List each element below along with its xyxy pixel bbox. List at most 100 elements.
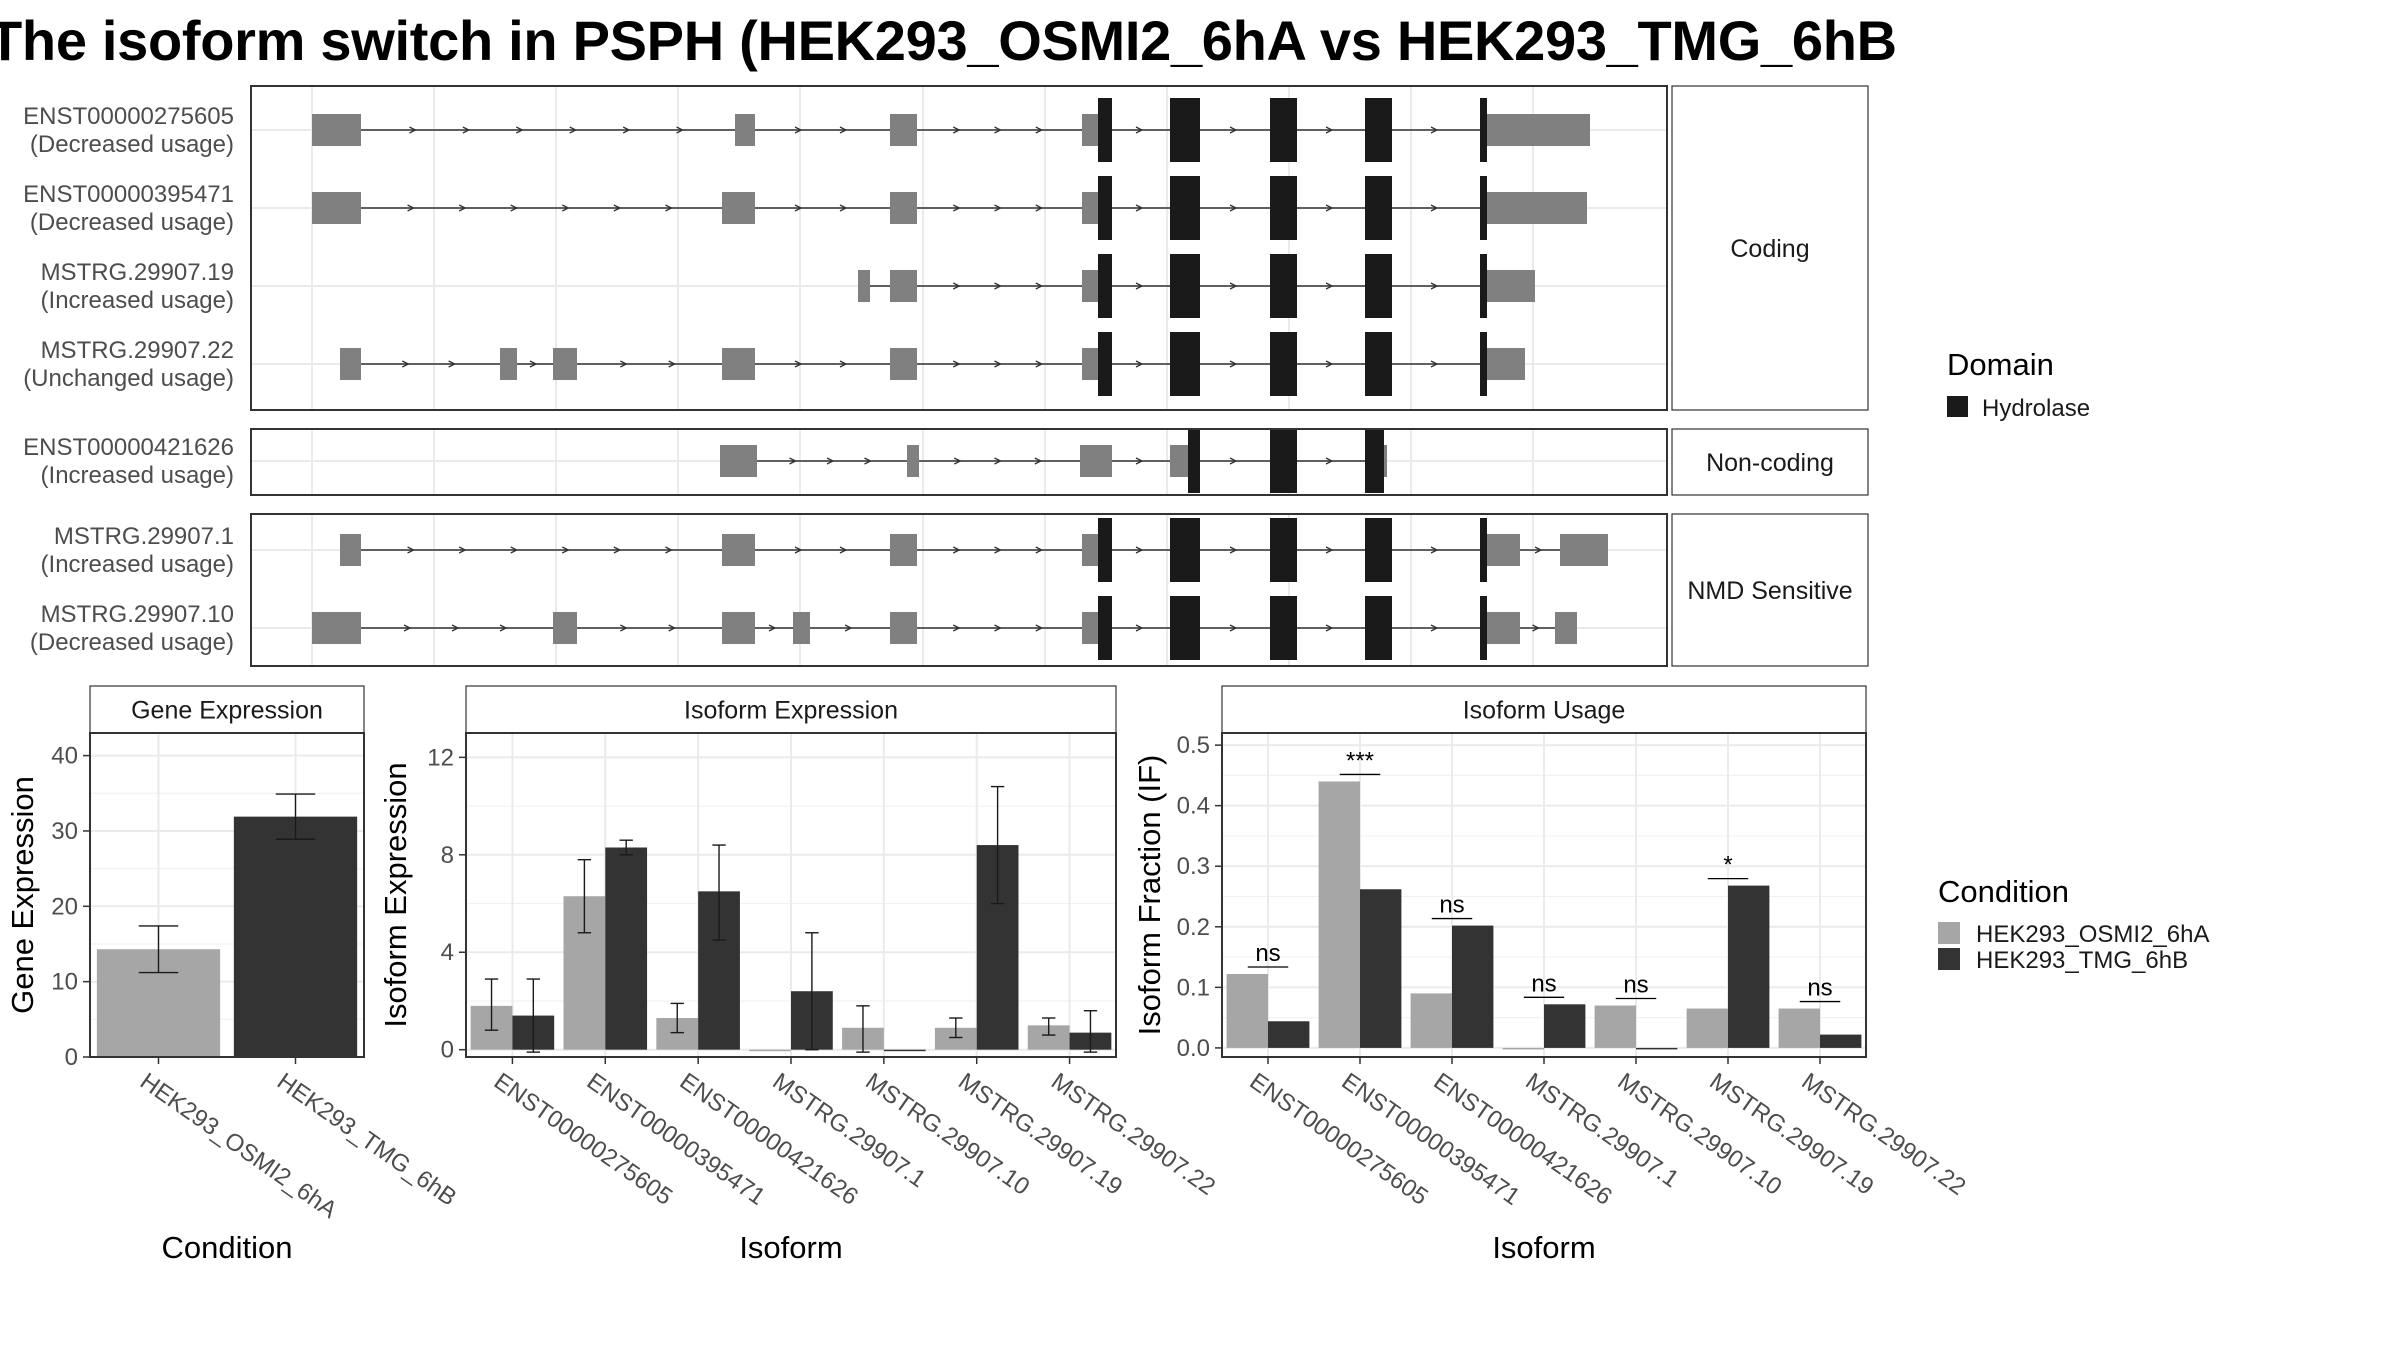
intron-arrow [458,204,467,212]
transcript-id-label: MSTRG.29907.1 [54,523,234,550]
transcript-id-label: ENST00000395471 [23,181,234,208]
exon [1082,114,1100,146]
hydrolase-domain [1170,332,1200,396]
y-tick-label: 8 [441,842,454,869]
intron-arrow [462,126,471,134]
intron-arrow [839,204,848,212]
condition-legend-key [1938,948,1960,970]
bar [1820,1034,1862,1048]
intron-arrow [458,546,467,554]
intron-arrow [839,546,848,554]
intron-arrow [794,204,803,212]
exon [890,114,917,146]
y-axis-title: Isoform Fraction (IF) [1132,755,1167,1036]
intron-arrow [1430,204,1439,212]
intron-arrow [569,126,578,134]
hydrolase-domain [1098,518,1112,582]
exon [722,192,755,224]
transcript-usage-label: (Increased usage) [41,287,234,314]
intron-arrow [620,360,628,368]
intron-arrow [1430,360,1439,368]
y-tick-label: 0.0 [1177,1035,1210,1062]
domain-legend-title: Domain [1947,347,2054,382]
intron-arrow [620,624,628,632]
structure-panel-bg [251,86,1667,410]
intron-arrow [1035,624,1044,632]
transcript-usage-label: (Decreased usage) [30,209,234,236]
condition-legend-label: HEK293_TMG_6hB [1976,947,2188,974]
x-tick-label: MSTRG.29907.1 [1521,1068,1684,1193]
intron-arrow [826,457,835,465]
hydrolase-domain [1365,254,1392,318]
intron-arrow [1135,126,1144,134]
transcript-usage-label: (Increased usage) [41,551,234,578]
transcript-id-label: MSTRG.29907.10 [41,601,234,628]
bar [1686,1008,1728,1048]
intron-arrow [864,457,872,465]
significance-label: ns [1623,972,1648,999]
y-tick-label: 0.1 [1177,974,1210,1001]
hydrolase-domain [1480,98,1487,162]
bar [605,847,648,1050]
hydrolase-domain [1170,176,1200,240]
bar [1594,1005,1636,1048]
intron-arrow [1135,457,1144,465]
bar [1318,781,1360,1048]
intron-arrow [1229,457,1238,465]
intron-arrow [665,546,673,554]
exon [720,445,757,477]
exon [312,192,361,224]
x-axis-title: Isoform [1492,1230,1595,1265]
transcript-row-MSTRG.29907.10: MSTRG.29907.10(Decreased usage) [30,596,1577,660]
exon [735,114,755,146]
group-0-strip-label: Coding [1730,235,1809,263]
transcript-usage-label: (Decreased usage) [30,131,234,158]
exon [1080,445,1112,477]
x-tick-label: MSTRG.29907.22 [1046,1068,1220,1201]
intron-arrow [844,624,853,632]
hydrolase-domain [1098,176,1112,240]
transcript-usage-label: (Increased usage) [41,462,234,489]
y-axis-title: Gene Expression [5,776,40,1014]
transcript-row-MSTRG.29907.22: MSTRG.29907.22(Unchanged usage) [23,332,1525,396]
intron-arrow [789,457,797,465]
exon [1082,534,1100,566]
chart-title-strip-label: Isoform Expression [684,697,898,725]
group-0-strip [1671,85,1869,411]
exon [1560,534,1608,566]
intron-arrow [994,282,1002,290]
intron-arrow [1229,204,1238,212]
chart-title-strip-label: Gene Expression [131,697,323,725]
group-1-strip-label: Non-coding [1706,449,1834,477]
intron-arrow [994,546,1002,554]
exon [500,348,517,380]
exon [858,270,870,302]
intron-arrow [676,126,685,134]
hydrolase-domain [1480,332,1487,396]
intron-arrow [561,546,570,554]
intron-arrow [1532,624,1540,632]
intron-arrow [839,360,848,368]
hydrolase-domain [1270,596,1297,660]
intron-arrow [1229,126,1238,134]
intron-arrow [510,546,519,554]
intron-arrow [1035,126,1044,134]
hydrolase-domain [1170,596,1200,660]
hydrolase-domain [1270,429,1297,493]
y-tick-label: 30 [51,818,78,845]
y-tick-label: 40 [51,743,78,770]
structure-panel-border [250,428,1668,496]
x-tick-label: MSTRG.29907.22 [1797,1068,1971,1201]
hydrolase-domain [1170,518,1200,582]
x-axis-title: Condition [162,1230,293,1265]
intron-arrow [1534,546,1543,554]
intron-arrow [1325,546,1334,554]
exon [1480,270,1535,302]
transcript-id-label: ENST00000421626 [23,434,234,461]
exon [1480,114,1590,146]
bar [1778,1008,1820,1048]
intron-arrow [1135,282,1144,290]
intron-arrow [1325,624,1334,632]
condition-legend-key [1938,922,1960,944]
chart-title-strip-label: Isoform Usage [1463,697,1626,725]
